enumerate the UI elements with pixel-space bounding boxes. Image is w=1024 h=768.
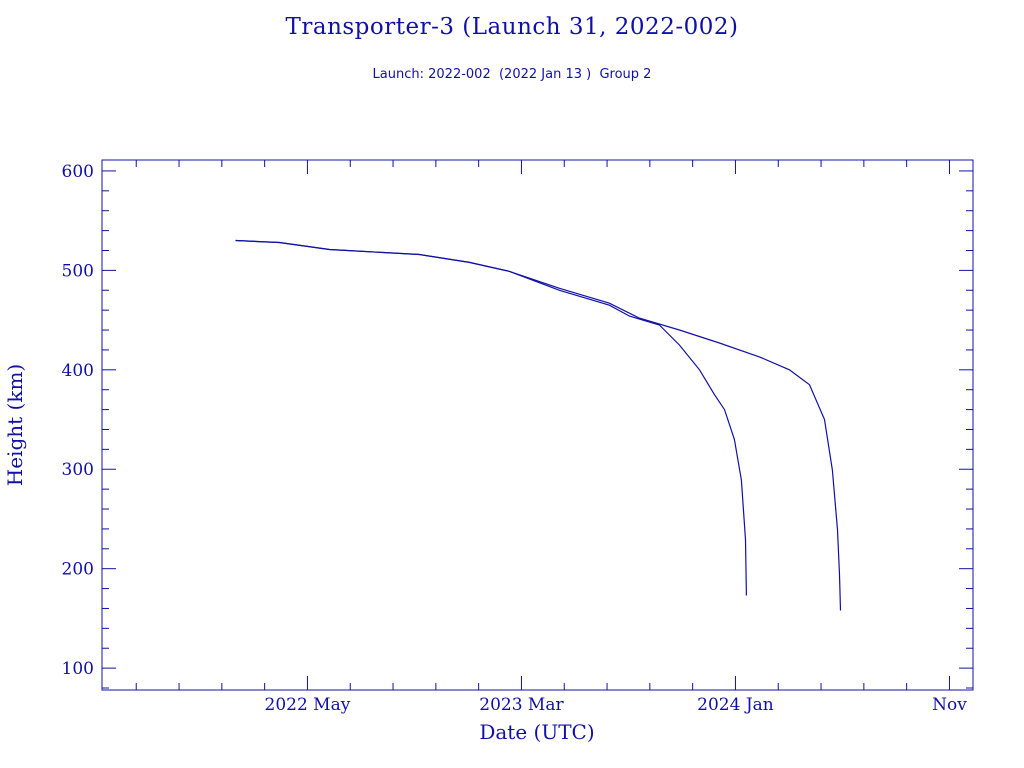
x-tick-label: Nov — [932, 695, 967, 715]
y-axis-label: Height (km) — [3, 364, 27, 486]
y-tick-label: 400 — [62, 361, 94, 381]
plot-frame — [101, 159, 974, 691]
y-tick-label: 100 — [62, 659, 94, 679]
series-line-object-1 — [235, 239, 747, 596]
y-tick-label: 500 — [62, 261, 94, 281]
x-tick-label: 2023 Mar — [479, 695, 564, 715]
series-line-object-2 — [235, 239, 842, 611]
chart-subtitle: Launch: 2022-002 (2022 Jan 13 ) Group 2 — [372, 67, 652, 82]
x-axis-label: Date (UTC) — [479, 720, 594, 744]
y-tick-label: 200 — [62, 560, 94, 580]
y-tick-label: 300 — [62, 460, 94, 480]
y-tick-label: 600 — [62, 162, 94, 182]
chart-title: Transporter-3 (Launch 31, 2022-002) — [285, 14, 739, 40]
x-tick-label: 2024 Jan — [697, 695, 774, 715]
x-tick-label: 2022 May — [265, 695, 351, 715]
